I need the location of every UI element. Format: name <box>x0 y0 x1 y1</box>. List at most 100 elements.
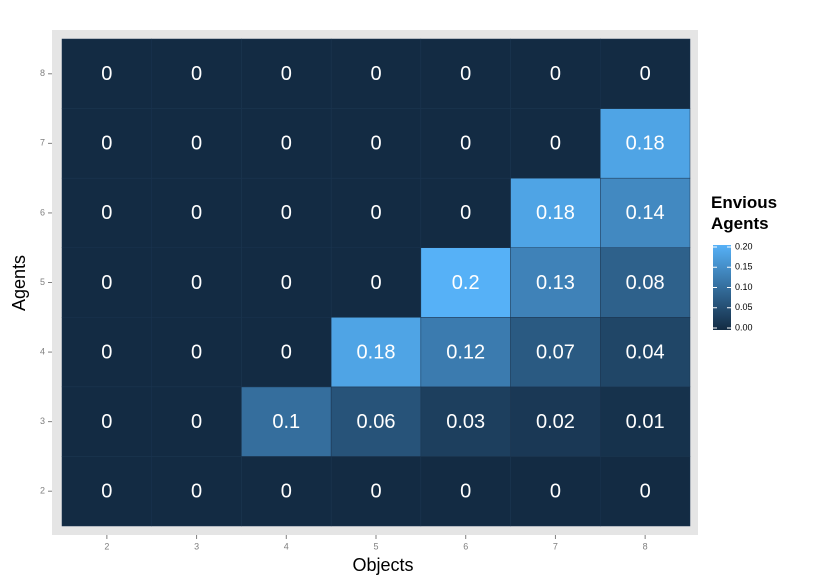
y-tick-label: 7 <box>40 138 45 148</box>
tile-label: 0 <box>370 202 381 224</box>
tile-label: 0.01 <box>626 411 665 433</box>
heat-tile <box>61 456 152 527</box>
tile-label: 0 <box>281 202 292 224</box>
tile-label: 0.04 <box>626 341 665 363</box>
tile-label: 0 <box>191 341 202 363</box>
heat-tile <box>151 247 242 318</box>
colorbar <box>713 245 731 330</box>
heat-tile <box>151 177 242 248</box>
heat-tile <box>600 317 691 388</box>
tile-label: 0 <box>370 272 381 294</box>
heat-tile <box>510 177 601 248</box>
tile-label: 0.06 <box>357 411 396 433</box>
tile-label: 0 <box>191 133 202 155</box>
heat-tile <box>600 456 691 527</box>
heat-tile <box>61 108 152 179</box>
colorbar-tick-label: 0.05 <box>735 302 753 312</box>
tile-label: 0 <box>281 63 292 85</box>
heat-tile <box>330 177 422 248</box>
colorbar-tick-label: 0.10 <box>735 282 753 292</box>
tile-label: 0 <box>640 63 651 85</box>
tile-label: 0 <box>101 411 112 433</box>
tile-label: 0 <box>370 63 381 85</box>
heat-tile <box>600 108 691 179</box>
heat-tile <box>420 317 511 388</box>
tile-label: 0.07 <box>536 341 575 363</box>
tile-label: 0 <box>550 133 561 155</box>
heat-tile <box>420 38 511 109</box>
tile-label: 0 <box>460 202 471 224</box>
heat-tile <box>241 317 332 388</box>
tile-label: 0.13 <box>536 272 575 294</box>
y-tick-label: 5 <box>40 277 45 287</box>
heat-tile <box>151 38 242 109</box>
x-tick-label: 6 <box>463 541 468 551</box>
tile-label: 0 <box>101 63 112 85</box>
tile-label: 0 <box>191 411 202 433</box>
x-tick-label: 7 <box>553 541 558 551</box>
heat-tile <box>510 108 601 179</box>
heat-tile <box>241 386 332 457</box>
tile-label: 0 <box>101 480 112 502</box>
tile-label: 0 <box>281 341 292 363</box>
x-tick-label: 5 <box>373 541 378 551</box>
y-tick-label: 3 <box>40 416 45 426</box>
heat-tile <box>151 317 242 388</box>
heat-tile <box>241 108 332 179</box>
colorbar-tick-label: 0.20 <box>735 241 753 251</box>
heat-tile <box>151 108 242 179</box>
colorbar-tick-label: 0.15 <box>735 262 753 272</box>
heat-tile <box>241 38 332 109</box>
tile-label: 0.18 <box>357 341 396 363</box>
y-tick-label: 4 <box>40 346 45 356</box>
heat-tile <box>241 247 332 318</box>
heat-tile <box>330 38 422 109</box>
tile-label: 0 <box>550 480 561 502</box>
tile-label: 0.2 <box>452 272 480 294</box>
tile-label: 0 <box>191 202 202 224</box>
x-tick-label: 8 <box>643 541 648 551</box>
heat-tile <box>600 38 691 109</box>
tile-label: 0 <box>101 133 112 155</box>
heat-tile <box>600 386 691 457</box>
heat-tile <box>241 456 332 527</box>
heat-tile <box>600 177 691 248</box>
legend-title: Envious Agents <box>711 193 778 233</box>
x-axis-title: Objects <box>352 555 413 575</box>
heat-tile <box>330 386 422 457</box>
tile-label: 0 <box>640 480 651 502</box>
tile-label: 0.1 <box>272 411 300 433</box>
tile-label: 0 <box>101 272 112 294</box>
heat-tile <box>510 456 601 527</box>
heat-tile <box>61 38 152 109</box>
heat-tile <box>510 38 601 109</box>
y-axis-title: Agents <box>9 255 29 311</box>
tile-label: 0 <box>460 133 471 155</box>
heat-tile <box>61 317 152 388</box>
tile-label: 0 <box>101 202 112 224</box>
heat-tile <box>510 247 601 318</box>
x-tick-label: 2 <box>104 541 109 551</box>
heat-tile <box>600 247 691 318</box>
heat-tile <box>61 247 152 318</box>
tile-label: 0.18 <box>626 133 665 155</box>
y-tick-label: 6 <box>40 207 45 217</box>
heat-tile <box>330 247 422 318</box>
tile-label: 0 <box>281 480 292 502</box>
tile-label: 0 <box>191 272 202 294</box>
heat-tile <box>330 108 422 179</box>
tile-label: 0 <box>281 133 292 155</box>
heat-tile <box>420 247 511 318</box>
tile-label: 0 <box>191 63 202 85</box>
tile-label: 0 <box>191 480 202 502</box>
heat-tile <box>420 386 511 457</box>
heat-tile <box>61 177 152 248</box>
colorbar-tick-label: 0.00 <box>735 322 753 332</box>
tile-label: 0 <box>370 480 381 502</box>
tile-label: 0 <box>370 133 381 155</box>
tile-label: 0 <box>460 63 471 85</box>
x-tick-label: 4 <box>284 541 289 551</box>
heat-tile <box>510 317 601 388</box>
